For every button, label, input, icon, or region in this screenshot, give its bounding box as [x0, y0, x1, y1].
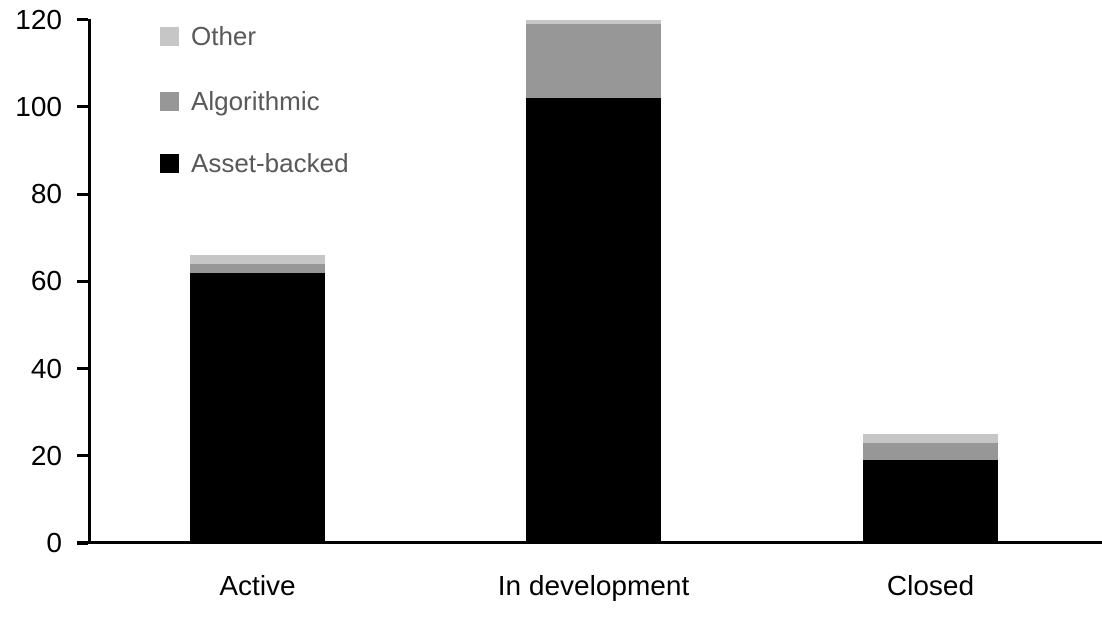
x-axis-label-active: Active: [219, 570, 296, 601]
bar-segment-asset-backed-in-development: [526, 98, 661, 543]
y-tick-label: 100: [15, 90, 62, 122]
x-axis-label-in-development: In development: [497, 570, 690, 601]
y-tick: [77, 541, 88, 545]
legend-swatch-asset-backed-icon: [160, 153, 179, 173]
y-tick: [77, 367, 88, 371]
y-tick: [77, 192, 88, 196]
y-tick-label: 0: [46, 527, 62, 558]
legend-label-algorithmic: Algorithmic: [191, 86, 320, 116]
y-tick-label: 40: [30, 352, 62, 384]
y-axis-line: [88, 19, 91, 544]
bar-segment-other-closed: [863, 433, 998, 443]
bar-segment-asset-backed-active: [190, 272, 325, 543]
legend-item-algorithmic: Algorithmic: [160, 88, 320, 114]
legend-label-asset-backed: Asset-backed: [191, 148, 349, 178]
legend-item-other: Other: [160, 23, 256, 49]
bar-segment-algorithmic-closed: [863, 442, 998, 461]
y-tick-label: 80: [30, 178, 62, 210]
x-axis-label-closed: Closed: [886, 570, 975, 601]
bar-segment-algorithmic-in-development: [526, 23, 661, 99]
legend-label-other: Other: [191, 21, 257, 51]
legend-swatch-other-icon: [160, 26, 179, 46]
y-tick-label: 60: [30, 265, 62, 297]
y-tick: [77, 279, 88, 283]
bar-segment-algorithmic-active: [190, 263, 325, 273]
y-tick-label: 20: [30, 439, 62, 471]
bar-segment-asset-backed-closed: [863, 460, 998, 543]
bar-segment-other-active: [190, 255, 325, 264]
legend-swatch-algorithmic-icon: [160, 91, 179, 111]
y-tick: [77, 454, 88, 458]
y-tick: [77, 18, 88, 22]
bar-segment-other-in-development: [526, 19, 661, 24]
legend-item-asset-backed: Asset-backed: [160, 150, 349, 176]
y-tick: [77, 105, 88, 109]
y-tick-label: 120: [15, 3, 62, 35]
